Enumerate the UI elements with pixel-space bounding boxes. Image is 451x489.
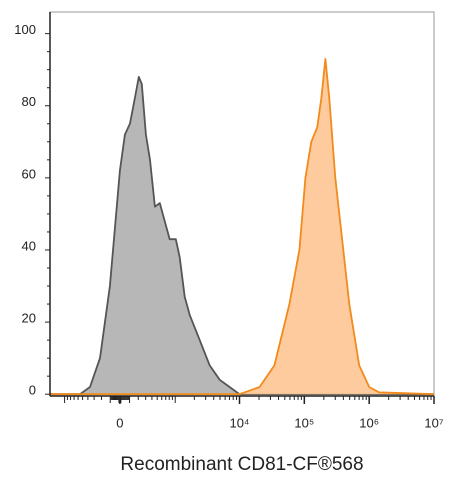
histogram-area xyxy=(50,76,434,396)
y-tick-label: 80 xyxy=(22,94,36,109)
x-tick-label: 10⁴ xyxy=(229,415,249,430)
y-tick-label: 100 xyxy=(14,22,36,37)
x-axis-title: Recombinant CD81-CF®568 xyxy=(120,454,363,475)
x-tick-label: 0 xyxy=(116,415,123,430)
x-tick-label: 10⁵ xyxy=(294,415,314,430)
histograms xyxy=(50,58,435,396)
histogram-area xyxy=(50,58,435,396)
y-tick-label: 20 xyxy=(22,311,36,326)
y-tick-label: 60 xyxy=(22,166,36,181)
x-tick-label: 10⁶ xyxy=(359,415,379,430)
x-tick-label: 10⁷ xyxy=(424,415,443,430)
y-tick-label: 0 xyxy=(29,383,36,398)
y-tick-label: 40 xyxy=(22,238,36,253)
